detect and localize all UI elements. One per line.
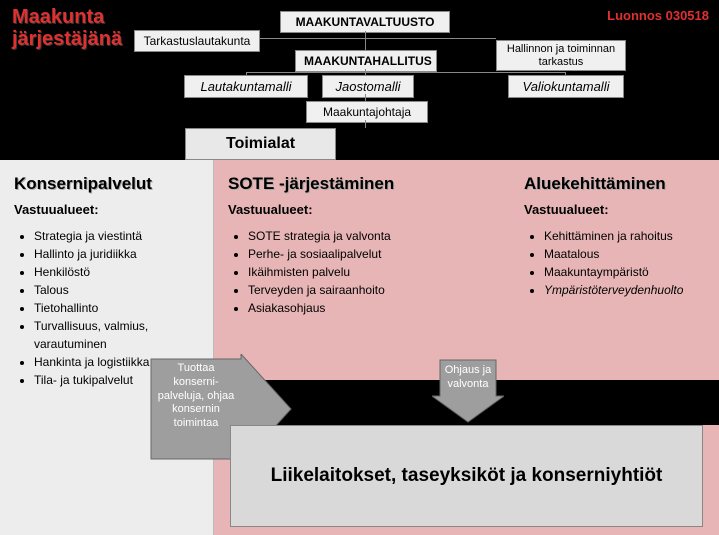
title-line2: järjestäjänä <box>12 28 122 50</box>
connector <box>365 94 366 101</box>
list-item: Perhe- ja sosiaalipalvelut <box>248 245 496 263</box>
col-subheading: Vastuualueet: <box>524 202 705 217</box>
col-list: Kehittäminen ja rahoitus Maatalous Maaku… <box>524 227 705 299</box>
col-heading: SOTE -järjestäminen <box>228 174 496 194</box>
list-item: Talous <box>34 281 199 299</box>
box-valiokuntamalli: Valiokuntamalli <box>508 75 624 98</box>
list-item: Strategia ja viestintä <box>34 227 199 245</box>
connector <box>365 120 366 128</box>
list-item: Asiakasohjaus <box>248 299 496 317</box>
connector <box>260 38 365 39</box>
list-item: SOTE strategia ja valvonta <box>248 227 496 245</box>
arrow-down-label: Ohjaus ja valvonta <box>432 364 504 392</box>
box-lautakuntamalli: Lautakuntamalli <box>184 75 308 98</box>
main-title: Maakunta järjestäjänä <box>12 6 122 50</box>
col-heading: Konsernipalvelut <box>14 174 199 194</box>
org-diagram: Maakunta järjestäjänä Luonnos 030518 MAA… <box>0 0 719 535</box>
connector <box>246 72 247 75</box>
box-tarkastuslautakunta: Tarkastuslautakunta <box>134 30 260 52</box>
list-item: Kehittäminen ja rahoitus <box>544 227 705 245</box>
arrow-right-label: Tuottaa konserni-palveluja, ohjaa konser… <box>154 362 238 431</box>
box-jaostomalli: Jaostomalli <box>322 75 414 98</box>
box-maakuntahallitus: MAAKUNTAHALLITUS <box>295 50 437 72</box>
list-item: Ympäristöterveydenhuolto <box>544 281 705 299</box>
connector <box>246 72 566 73</box>
list-item: Terveyden ja sairaanhoito <box>248 281 496 299</box>
col-heading: Aluekehittäminen <box>524 174 705 194</box>
bottom-box: Liikelaitokset, taseyksiköt ja konserniy… <box>230 425 703 527</box>
col-subheading: Vastuualueet: <box>228 202 496 217</box>
list-item: Ikäihmisten palvelu <box>248 263 496 281</box>
title-line1: Maakunta <box>12 6 104 28</box>
connector <box>365 38 496 39</box>
connector <box>365 31 366 50</box>
list-item: Maatalous <box>544 245 705 263</box>
draft-stamp: Luonnos 030518 <box>607 8 709 23</box>
bottom-box-text: Liikelaitokset, taseyksiköt ja konserniy… <box>271 465 663 487</box>
connector <box>565 72 566 75</box>
list-item: Tietohallinto <box>34 299 199 317</box>
box-maakuntajohtaja: Maakuntajohtaja <box>306 101 428 123</box>
list-item: Turvallisuus, valmius, varautuminen <box>34 317 199 353</box>
col-subheading: Vastuualueet: <box>14 202 199 217</box>
list-item: Maakuntaympäristö <box>544 263 705 281</box>
box-hallinnon: Hallinnon ja toiminnan tarkastus <box>496 40 626 71</box>
col-konsernipalvelut: Konsernipalvelut Vastuualueet: Strategia… <box>0 160 214 535</box>
col-list: SOTE strategia ja valvonta Perhe- ja sos… <box>228 227 496 317</box>
box-toimialat: Toimialat <box>185 128 336 160</box>
list-item: Henkilöstö <box>34 263 199 281</box>
box-maakuntavaltuusto: MAAKUNTAVALTUUSTO <box>280 11 450 33</box>
list-item: Hallinto ja juridiikka <box>34 245 199 263</box>
